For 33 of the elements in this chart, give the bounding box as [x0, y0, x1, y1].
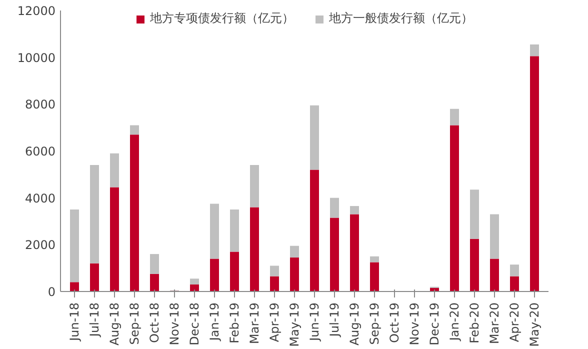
x-tick-label: Mar-19	[248, 302, 262, 344]
x-tick-label: Dec-18	[188, 302, 202, 346]
x-tick-label: Apr-20	[508, 302, 522, 342]
legend-label: 地方一般债发行额（亿元）	[329, 10, 473, 27]
y-tick-label: 8000	[24, 98, 56, 112]
x-tick-label: Jan-20	[448, 302, 462, 342]
x-tick-label: Jun-19	[308, 302, 322, 342]
x-tick-label: May-19	[288, 302, 302, 347]
x-tick-label: Aug-19	[348, 302, 362, 346]
y-tick-label: 2000	[24, 238, 56, 252]
x-tick-label: Feb-19	[228, 302, 242, 344]
x-tick-label: May-20	[528, 302, 542, 347]
x-tick-label: Jan-19	[208, 302, 222, 342]
y-tick-label: 10000	[17, 50, 56, 65]
y-tick-label: 4000	[24, 191, 56, 206]
x-tick-label: Feb-20	[468, 302, 482, 344]
x-tick-label: Jul-19	[328, 302, 342, 338]
x-tick-label: Sep-18	[128, 302, 142, 345]
x-tick-label: Nov-18	[168, 302, 182, 346]
x-tick-label: Dec-19	[428, 302, 442, 346]
x-tick-label: Sep-19	[368, 302, 382, 345]
x-tick-label: Nov-19	[408, 302, 422, 346]
x-tick-label: Aug-18	[108, 302, 122, 346]
y-tick-label: 0	[48, 285, 56, 299]
y-tick-label: 12000	[17, 4, 56, 18]
y-tick-label: 6000	[24, 144, 56, 158]
x-tick-label: Apr-19	[268, 302, 282, 342]
legend-label: 地方专项债发行额（亿元）	[150, 10, 294, 27]
x-tick-label: Mar-20	[488, 302, 502, 344]
x-tick-label: Jun-18	[68, 302, 82, 342]
x-tick-label: Oct-19	[388, 302, 402, 343]
x-tick-label: Oct-18	[148, 302, 162, 343]
x-tick-label: Jul-18	[88, 302, 102, 338]
